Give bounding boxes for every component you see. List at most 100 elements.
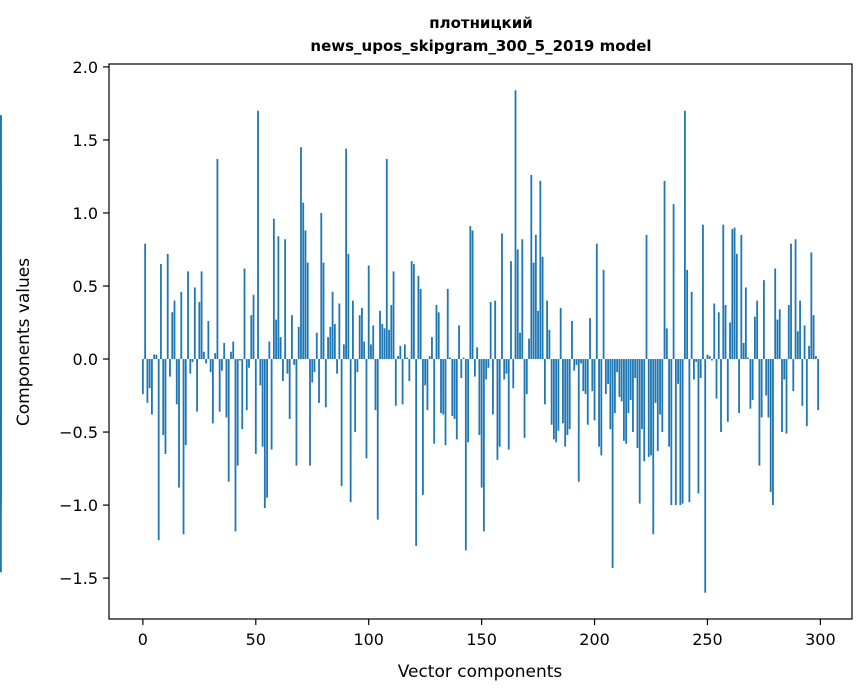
bar-component-241 <box>686 269 689 360</box>
bar-component-149 <box>478 359 481 435</box>
bar-component-106 <box>381 323 384 360</box>
bar-component-87 <box>338 303 341 360</box>
bar-component-37 <box>225 359 228 418</box>
bar-component-182 <box>552 359 555 440</box>
bar-component-68 <box>295 359 298 466</box>
bar-component-147 <box>473 359 476 377</box>
bar-component-220 <box>638 359 641 504</box>
bar-component-56 <box>268 341 271 360</box>
bar-component-43 <box>239 359 241 361</box>
bar-component-92 <box>349 359 352 503</box>
x-tick-label: 150 <box>466 630 497 649</box>
bar-component-75 <box>311 359 314 383</box>
bar-component-121 <box>415 359 418 546</box>
bar-component-215 <box>627 359 630 414</box>
bar-component-274 <box>760 359 763 418</box>
bar-component-207 <box>609 359 612 430</box>
bar-component-58 <box>272 218 275 360</box>
bar-component-128 <box>431 337 433 360</box>
bar-component-255 <box>717 312 720 360</box>
bar-component-146 <box>471 230 474 360</box>
bar-component-192 <box>575 359 578 365</box>
bar-component-5 <box>153 354 156 360</box>
x-axis-label: Vector components <box>398 662 563 682</box>
bar-component-278 <box>769 359 772 492</box>
bar-component-42 <box>236 359 239 466</box>
bar-component-216 <box>629 359 632 400</box>
bar-component-16 <box>178 359 180 488</box>
bar-component-134 <box>444 359 447 446</box>
bar-component-280 <box>774 268 777 360</box>
bar-component-46 <box>245 359 248 411</box>
bar-component-2 <box>146 359 149 403</box>
bar-component-265 <box>740 234 743 360</box>
bar-component-125 <box>424 359 427 386</box>
bar-component-127 <box>428 356 431 360</box>
bar-component-70 <box>300 147 302 360</box>
bar-component-211 <box>618 359 621 397</box>
bar-component-296 <box>810 252 813 360</box>
bar-component-39 <box>230 351 232 360</box>
bar-component-161 <box>505 359 508 374</box>
bar-component-160 <box>503 359 506 380</box>
bar-component-246 <box>697 359 700 494</box>
bar-component-95 <box>356 359 359 373</box>
bar-component-3 <box>148 359 151 389</box>
x-tick-label: 100 <box>353 630 384 649</box>
bar-component-55 <box>266 359 268 498</box>
bar-component-97 <box>361 307 363 360</box>
bar-component-32 <box>214 353 217 360</box>
bar-component-163 <box>510 261 512 360</box>
bar-component-78 <box>318 359 320 403</box>
bar-component-31 <box>211 359 214 424</box>
bars-group <box>0 90 820 593</box>
bar-component-176 <box>539 180 542 360</box>
bar-component-281 <box>776 319 779 360</box>
bar-component-89 <box>342 344 345 360</box>
bar-component-4 <box>151 359 153 415</box>
bar-component-105 <box>379 310 381 360</box>
bar-component-166 <box>516 249 519 360</box>
bar-component-82 <box>327 337 329 360</box>
bar-component-undefined <box>0 329 2 360</box>
bar-component-227 <box>654 359 657 403</box>
bar-component-226 <box>652 359 655 535</box>
bar-component-172 <box>530 175 533 360</box>
bar-component-17 <box>180 291 183 360</box>
chart-title: плотницкий <box>429 14 533 32</box>
bar-component-35 <box>221 359 223 371</box>
bar-component-263 <box>735 253 738 360</box>
bar-component-208 <box>611 359 614 568</box>
bar-component-85 <box>333 323 336 360</box>
bar-component-191 <box>573 359 576 371</box>
bar-component-60 <box>277 236 280 360</box>
bar-component-289 <box>794 239 797 360</box>
bar-component-214 <box>625 359 628 444</box>
bar-component-131 <box>437 312 440 360</box>
bar-component-20 <box>187 271 189 360</box>
bar-component-258 <box>724 304 727 360</box>
bar-component-63 <box>284 239 287 360</box>
bar-component-47 <box>248 359 250 368</box>
y-tick-label: −1.0 <box>59 496 98 515</box>
bar-component-49 <box>252 294 255 360</box>
bar-component-283 <box>781 359 783 433</box>
bar-component-261 <box>731 229 734 360</box>
bar-component-50 <box>254 359 257 454</box>
bar-component-38 <box>227 359 230 482</box>
bar-component-133 <box>442 359 445 415</box>
bar-component-40 <box>232 341 235 360</box>
bar-component-180 <box>548 329 551 360</box>
bar-component-76 <box>313 359 316 373</box>
bar-component-253 <box>713 303 716 360</box>
bar-component-275 <box>763 280 765 360</box>
bar-component-141 <box>460 359 463 379</box>
bar-component-203 <box>600 359 603 456</box>
bar-component-61 <box>279 337 282 360</box>
bar-component-284 <box>783 359 786 380</box>
bar-component-44 <box>241 359 244 430</box>
x-tick-label: 200 <box>579 630 610 649</box>
bar-component-116 <box>403 344 406 360</box>
bar-component-276 <box>765 359 768 396</box>
